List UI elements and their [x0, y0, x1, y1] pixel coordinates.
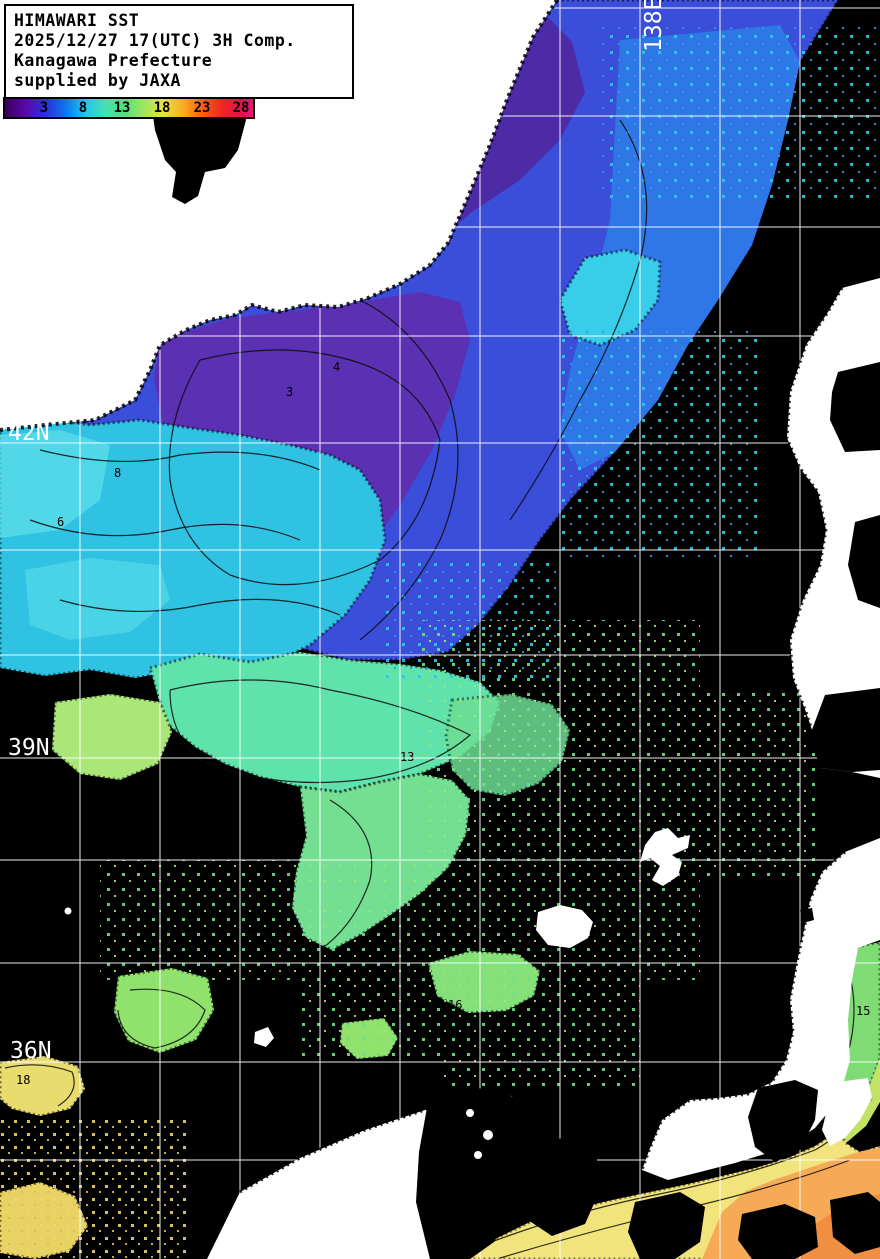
colorbar-tick: 28 — [232, 100, 250, 116]
colorbar-tick: 3 — [39, 100, 49, 116]
peninsula-boso — [822, 1078, 872, 1146]
land-honshu-main — [642, 838, 880, 1180]
colorbar-tick: 8 — [78, 100, 88, 116]
colorbar-tick: 23 — [193, 100, 211, 116]
lake-honshu — [800, 908, 814, 923]
cloud-pacific — [738, 1204, 818, 1259]
contour-label: 16 — [448, 998, 462, 1012]
cloud-ise-bay — [512, 1138, 600, 1236]
contour-label: 8 — [114, 466, 121, 480]
water-yellow-sw — [0, 1054, 87, 1118]
cloud-hokkaido-east — [830, 362, 880, 452]
islet — [466, 1109, 474, 1117]
speckles-green — [300, 940, 440, 1060]
lon-label-138e: 138E — [641, 0, 667, 52]
speckles-green — [440, 950, 640, 1090]
contour-labels: 8 6 3 4 13 18 16 15 — [16, 360, 870, 1087]
title-datetime: 2025/12/27 17(UTC) 3H Comp. — [14, 31, 296, 50]
cloud-tokyo-bay — [748, 1080, 818, 1162]
lat-label-39n: 39N — [8, 735, 50, 761]
cloud-hokkaido-east — [848, 515, 880, 608]
lat-label-42n: 42N — [8, 420, 50, 446]
contour-label: 13 — [400, 750, 414, 764]
cloud-layer — [150, 88, 880, 1259]
title-credit: supplied by JAXA — [14, 71, 181, 90]
speckles-yellow — [0, 1120, 190, 1259]
contour-label: 18 — [16, 1073, 30, 1087]
contour-label: 15 — [856, 1004, 870, 1018]
speckles-cyan — [560, 330, 760, 560]
water-cyan-streak — [25, 558, 170, 640]
islet — [483, 1130, 493, 1140]
peninsula-noto — [536, 905, 593, 948]
cloud-pacific — [830, 1192, 880, 1254]
contour-label: 4 — [333, 360, 340, 374]
graticule-labels: 42N 39N 36N 138E — [8, 0, 667, 1064]
cloud-hokkaido-east — [810, 688, 880, 772]
cloud-pacific — [628, 1192, 705, 1259]
speckles-cyan — [600, 25, 880, 200]
contour-label: 3 — [286, 385, 293, 399]
cloud-honshu-gap — [416, 1087, 533, 1259]
lat-label-36n: 36N — [10, 1038, 52, 1064]
islet — [64, 907, 72, 915]
islet — [474, 1151, 482, 1159]
sst-colorbar: 3 8 13 18 23 28 — [3, 97, 255, 119]
title-region: Kanagawa Prefecture — [14, 51, 213, 70]
colorbar-tick: 13 — [113, 100, 131, 116]
title-box: HIMAWARI SST 2025/12/27 17(UTC) 3H Comp.… — [4, 4, 354, 99]
water-cyan-streak — [0, 430, 110, 538]
contour-label: 6 — [57, 515, 64, 529]
small-islands — [64, 907, 493, 1159]
island-sado — [640, 828, 690, 886]
island-oki — [254, 1027, 274, 1047]
title-product: HIMAWARI SST — [14, 11, 140, 30]
coastline-speckle — [0, 0, 845, 1192]
colorbar-tick: 18 — [153, 100, 171, 116]
